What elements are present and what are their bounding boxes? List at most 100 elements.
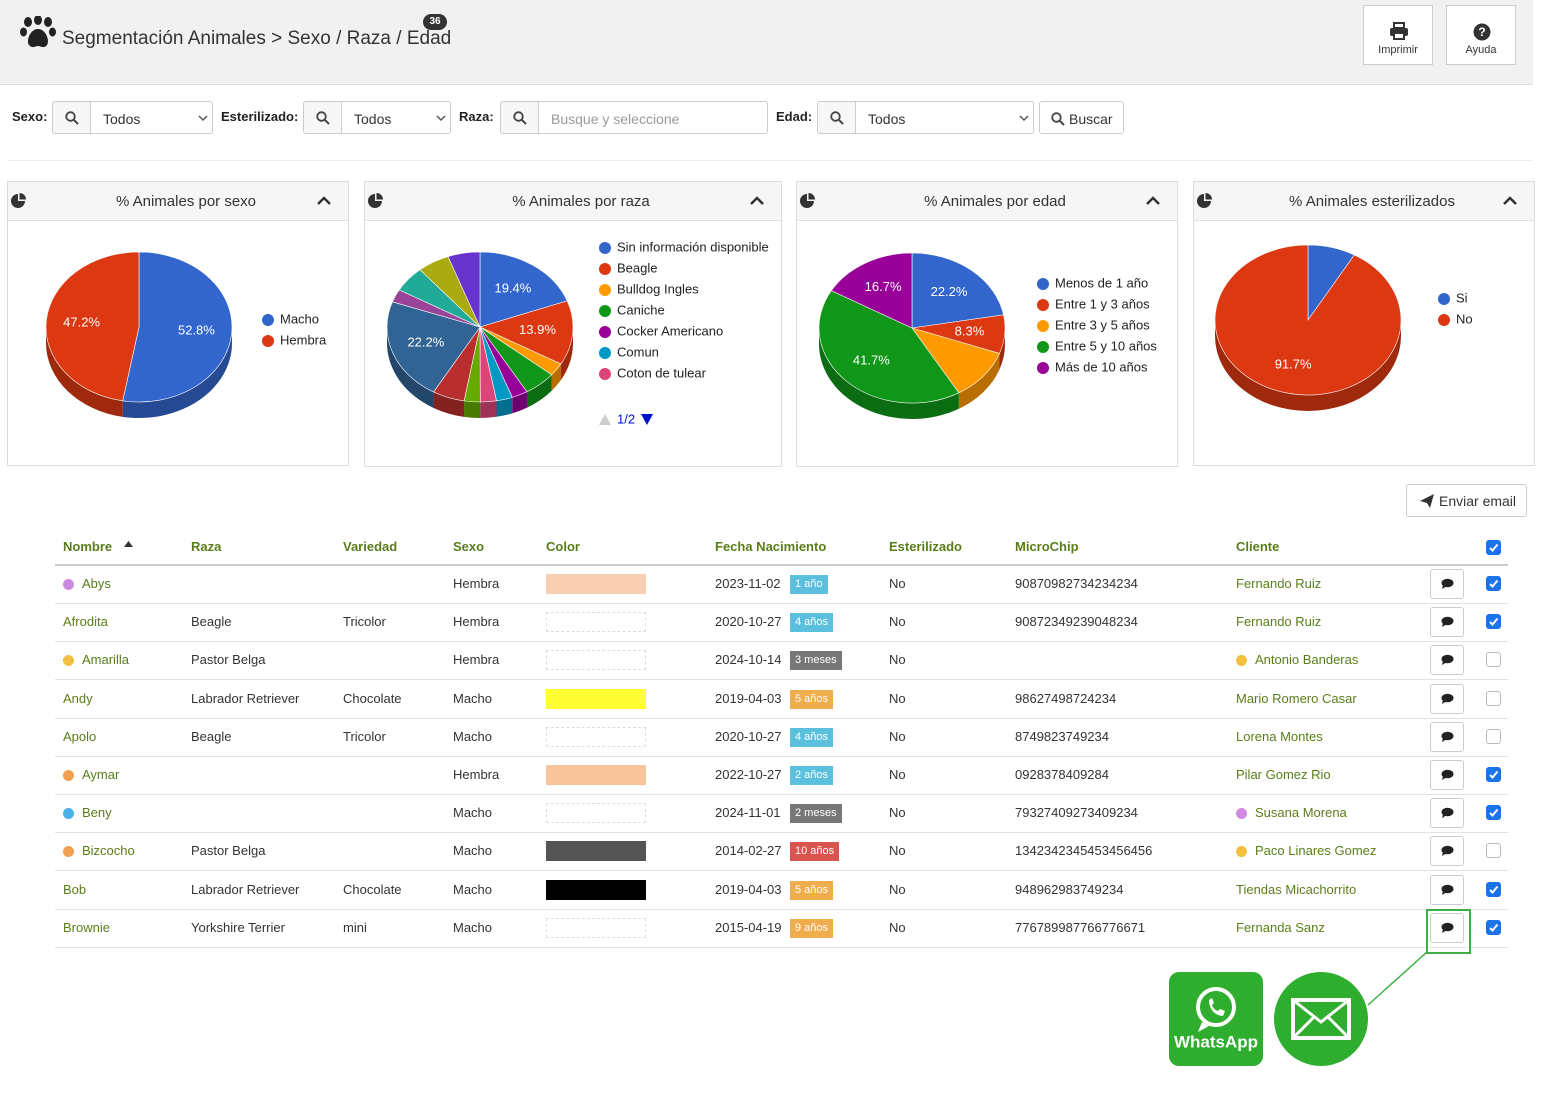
chat-button[interactable] — [1430, 721, 1464, 752]
filter-select[interactable]: Todos — [855, 101, 1034, 134]
client-name[interactable]: Fernando Ruiz — [1236, 614, 1322, 630]
row-checkbox[interactable] — [1486, 728, 1501, 744]
birth-date: 2014-02-27 — [715, 843, 782, 859]
microchip: 948962983749234 — [1015, 881, 1124, 897]
chat-button[interactable] — [1430, 836, 1464, 867]
animal-name[interactable]: Abys — [82, 576, 111, 591]
age-badge: 4 años — [790, 613, 834, 633]
filter-icon-box — [817, 101, 856, 134]
animal-name[interactable]: Andy — [63, 690, 93, 706]
row-checkbox[interactable] — [1486, 805, 1501, 821]
sort-arrow[interactable] — [124, 541, 133, 547]
collapse-chevron[interactable] — [1502, 196, 1518, 206]
help-button[interactable]: ? Ayuda — [1446, 5, 1516, 65]
row-rule — [55, 794, 1508, 795]
sex: Hembra — [453, 767, 500, 782]
client-name[interactable]: Mario Romero Casar — [1236, 690, 1357, 706]
client-name[interactable]: Pilar Gomez Rio — [1236, 767, 1331, 782]
email-share-button[interactable] — [1274, 972, 1368, 1066]
icon — [1197, 194, 1211, 208]
row-checkbox[interactable] — [1486, 843, 1501, 859]
client-name[interactable]: Antonio Banderas — [1255, 652, 1359, 668]
share-overlay: WhatsApp — [1169, 951, 1428, 1066]
sex: Macho — [453, 805, 493, 821]
filter-select[interactable]: Todos — [341, 101, 451, 134]
row-checkbox[interactable] — [1486, 652, 1501, 668]
row-checkbox[interactable] — [1486, 767, 1501, 782]
filter-select[interactable]: Todos — [90, 101, 213, 134]
row-checkbox[interactable] — [1486, 614, 1501, 630]
client-name[interactable]: Fernanda Sanz — [1236, 919, 1325, 935]
client-name[interactable]: Tiendas Micachorrito — [1236, 881, 1357, 897]
collapse-chevron[interactable] — [749, 196, 765, 206]
row-rule — [55, 870, 1508, 872]
row-checkbox[interactable] — [1486, 576, 1501, 591]
row-checkbox[interactable] — [1486, 690, 1501, 706]
age-badge: 5 años — [790, 689, 834, 709]
animal-name[interactable]: Bob — [63, 881, 87, 897]
client-name[interactable]: Susana Morena — [1255, 805, 1347, 821]
row-rule — [55, 717, 1508, 719]
icon — [376, 193, 383, 200]
help-label: Ayuda — [1465, 44, 1497, 56]
animal-name[interactable]: Aymar — [82, 767, 120, 782]
handle — [1059, 120, 1065, 126]
animal-name[interactable]: Apolo — [63, 728, 97, 744]
chat-button[interactable] — [1430, 569, 1464, 599]
email-button[interactable]: Enviar email — [1406, 484, 1527, 517]
column-header: Variedad — [343, 539, 398, 554]
bubble — [1441, 731, 1454, 741]
chart-panel: % Animales por sexo — [7, 181, 349, 466]
color-swatch — [546, 726, 646, 747]
client-name[interactable]: Lorena Montes — [1236, 728, 1323, 744]
bubble — [1441, 846, 1454, 855]
animal-name[interactable]: Brownie — [63, 919, 110, 935]
birth-date: 2019-04-03 — [715, 690, 782, 706]
chat-button[interactable] — [1430, 645, 1464, 676]
chat-button[interactable] — [1430, 607, 1464, 638]
collapse-chevron[interactable] — [316, 196, 332, 206]
age-badge: 1 año — [790, 575, 828, 594]
check — [1489, 809, 1499, 818]
chat-button[interactable] — [1430, 760, 1464, 790]
bubble — [1441, 578, 1454, 588]
filter-value: Todos — [868, 111, 906, 127]
collapse-chevron[interactable] — [1145, 196, 1161, 206]
filter-value: Todos — [354, 111, 392, 127]
lens — [830, 111, 841, 122]
client-name[interactable]: Paco Linares Gomez — [1255, 843, 1377, 859]
sterilized: No — [889, 919, 906, 935]
row-checkbox[interactable] — [1486, 540, 1501, 555]
chat-button[interactable] — [1430, 798, 1464, 829]
pie-icon — [1197, 193, 1212, 208]
email-label: Enviar email — [1439, 493, 1517, 509]
chat-button[interactable] — [1430, 683, 1464, 714]
chart-panel: % Animales por edad — [796, 181, 1178, 467]
sex: Macho — [453, 843, 493, 859]
search-button[interactable]: Buscar — [1039, 101, 1124, 134]
animal-name[interactable]: Amarilla — [82, 652, 129, 668]
chat-button[interactable] — [1430, 874, 1464, 905]
whatsapp-button[interactable] — [1169, 972, 1263, 1066]
tail — [1442, 814, 1447, 819]
filter-input[interactable]: Busque y seleccione — [538, 101, 768, 134]
row-rule — [55, 946, 1508, 948]
animal-name[interactable]: Bizcocho — [82, 843, 135, 859]
sex: Macho — [453, 728, 493, 744]
chevron — [1146, 196, 1160, 205]
age-badge: 3 meses — [790, 651, 842, 671]
animal-name[interactable]: Afrodita — [63, 614, 108, 630]
filter-value: Todos — [103, 111, 141, 127]
print-button[interactable]: Imprimir — [1363, 5, 1433, 65]
color-dot — [1236, 655, 1247, 667]
microchip: 0928378409284 — [1015, 767, 1109, 782]
client-name[interactable]: Fernando Ruiz — [1236, 576, 1322, 591]
row-checkbox[interactable] — [1486, 919, 1501, 935]
sex: Hembra — [453, 614, 500, 630]
chat-button[interactable] — [1430, 912, 1464, 943]
row-checkbox[interactable] — [1486, 881, 1501, 897]
animal-name[interactable]: Beny — [82, 805, 112, 821]
chat-icon — [1441, 616, 1454, 628]
sterilized: No — [889, 690, 906, 706]
